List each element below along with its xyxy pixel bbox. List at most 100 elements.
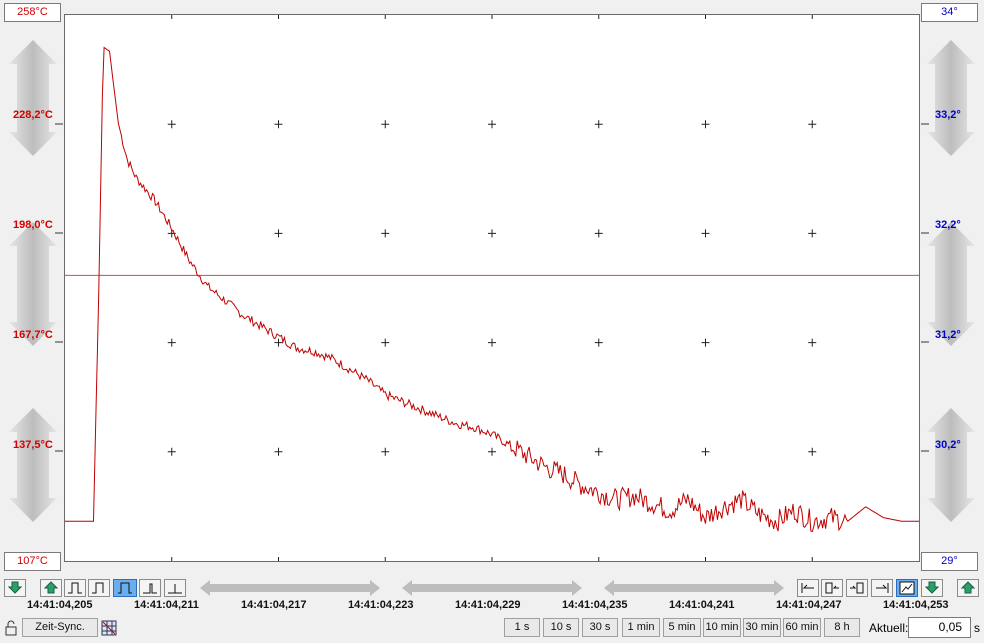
- grid-mark: [167, 338, 176, 347]
- scroll-right-arrow[interactable]: [604, 580, 784, 596]
- arrow-down-icon: [925, 581, 939, 594]
- grid-mark: [488, 120, 496, 129]
- right-tick-label: 30,2°: [935, 439, 961, 451]
- left-axis-scroll-arrows[interactable]: [3, 22, 63, 552]
- grid-mark: [274, 120, 283, 129]
- grid-mark: [167, 120, 176, 129]
- range-10s-button[interactable]: 10 s: [543, 618, 579, 637]
- time-axis-label: 14:41:04,247: [776, 599, 842, 611]
- trigger-rising-button[interactable]: [64, 579, 86, 597]
- grid-mark: [808, 229, 817, 238]
- right-tick-label: 33,2°: [935, 109, 961, 121]
- time-axis-label: 14:41:04,253: [883, 599, 949, 611]
- grid-mark: [808, 338, 817, 347]
- left-tick-label: 137,5°C: [13, 439, 53, 451]
- grid-mark: [594, 338, 603, 347]
- grid-mark: [808, 447, 817, 456]
- range-1min-button[interactable]: 1 min: [622, 618, 660, 637]
- range-30s-button[interactable]: 30 s: [582, 618, 618, 637]
- aktuell-input[interactable]: 0,05: [908, 617, 971, 638]
- grid-mark: [701, 229, 710, 238]
- jump-start-button[interactable]: [797, 579, 819, 597]
- zoom-fit-icon: [850, 582, 864, 594]
- arrow-up-icon: [961, 581, 975, 594]
- zoom-fit-button[interactable]: [846, 579, 868, 597]
- baseline-icon: [168, 584, 182, 594]
- time-axis-label: 14:41:04,205: [27, 599, 93, 611]
- grid-marks: [167, 15, 817, 561]
- grid-icon[interactable]: [101, 620, 117, 639]
- left-tick-label: 198,0°C: [13, 219, 53, 231]
- range-1s-button[interactable]: 1 s: [504, 618, 540, 637]
- range-8h-button[interactable]: 8 h: [824, 618, 860, 637]
- trigger-falling-button[interactable]: [88, 579, 110, 597]
- zeit-sync-button[interactable]: Zeit-Sync.: [22, 618, 98, 637]
- grid-mark: [274, 338, 283, 347]
- scroll-down-button[interactable]: [4, 579, 26, 597]
- arrow-up-icon: [44, 581, 58, 594]
- grid-mark: [381, 338, 390, 347]
- right-axis-scroll-arrows[interactable]: [921, 22, 981, 552]
- left-axis-max[interactable]: 258°C: [4, 3, 61, 22]
- grid-mark: [381, 229, 390, 238]
- grid-mark: [381, 447, 390, 456]
- right-axis-min[interactable]: 29°: [921, 552, 978, 571]
- autoscroll-icon: [899, 581, 915, 595]
- scroll-left-arrow[interactable]: [200, 580, 380, 596]
- trigger-low-button[interactable]: [139, 579, 161, 597]
- right-tick-label: 32,2°: [935, 219, 961, 231]
- plot-area[interactable]: [64, 14, 920, 562]
- scroll-center-arrow[interactable]: [402, 580, 582, 596]
- time-axis-label: 14:41:04,223: [348, 599, 414, 611]
- trigger-pulse-button[interactable]: [113, 579, 137, 597]
- chart-canvas[interactable]: [65, 15, 919, 561]
- grid-mark: [274, 447, 283, 456]
- right-axis-max[interactable]: 34°: [921, 3, 978, 22]
- jump-end-icon: [876, 583, 889, 593]
- grid-mark: [701, 447, 710, 456]
- time-axis-label: 14:41:04,235: [562, 599, 628, 611]
- zoom-left-icon: [825, 582, 839, 594]
- grid-mark: [488, 447, 496, 456]
- range-10min-button[interactable]: 10 min: [703, 618, 741, 637]
- autoscroll-button[interactable]: [896, 579, 918, 597]
- grid-mark: [594, 229, 603, 238]
- left-tick-label: 167,7°C: [13, 329, 53, 341]
- left-axis-min[interactable]: 107°C: [4, 552, 61, 571]
- scroll-up-button[interactable]: [40, 579, 62, 597]
- grid-mark: [701, 120, 710, 129]
- temperature-trace: [65, 46, 919, 533]
- grid-mark: [167, 447, 176, 456]
- aktuell-label: Aktuell:: [869, 621, 909, 635]
- pulse-icon: [118, 582, 132, 594]
- trigger-base-button[interactable]: [164, 579, 186, 597]
- grid-mark: [594, 120, 603, 129]
- left-axis-scale[interactable]: 228,2°C 198,0°C 167,7°C 137,5°C: [3, 22, 63, 552]
- grid-mark: [701, 338, 710, 347]
- scroll-up-right-button[interactable]: [957, 579, 979, 597]
- right-tick-label: 31,2°: [935, 329, 961, 341]
- time-axis-label: 14:41:04,211: [134, 599, 199, 611]
- range-60min-button[interactable]: 60 min: [783, 618, 821, 637]
- range-5min-button[interactable]: 5 min: [663, 618, 701, 637]
- scroll-down-right-button[interactable]: [921, 579, 943, 597]
- time-axis-label: 14:41:04,229: [455, 599, 521, 611]
- low-pulse-icon: [143, 583, 157, 594]
- jump-end-button[interactable]: [871, 579, 893, 597]
- time-axis-label: 14:41:04,241: [669, 599, 735, 611]
- grid-mark: [488, 338, 496, 347]
- arrow-down-icon: [8, 581, 22, 594]
- zoom-left-button[interactable]: [821, 579, 843, 597]
- grid-mark: [274, 229, 283, 238]
- unit-label: s: [974, 621, 980, 635]
- right-axis-scale[interactable]: 33,2° 32,2° 31,2° 30,2°: [921, 22, 981, 552]
- lock-icon[interactable]: [4, 620, 18, 639]
- grid-mark: [488, 229, 496, 238]
- time-axis-label: 14:41:04,217: [241, 599, 307, 611]
- grid-mark: [808, 120, 817, 129]
- range-30min-button[interactable]: 30 min: [743, 618, 781, 637]
- jump-start-icon: [801, 583, 814, 593]
- rising-edge-icon: [68, 582, 82, 594]
- falling-edge-icon: [92, 582, 104, 594]
- left-tick-label: 228,2°C: [13, 109, 53, 121]
